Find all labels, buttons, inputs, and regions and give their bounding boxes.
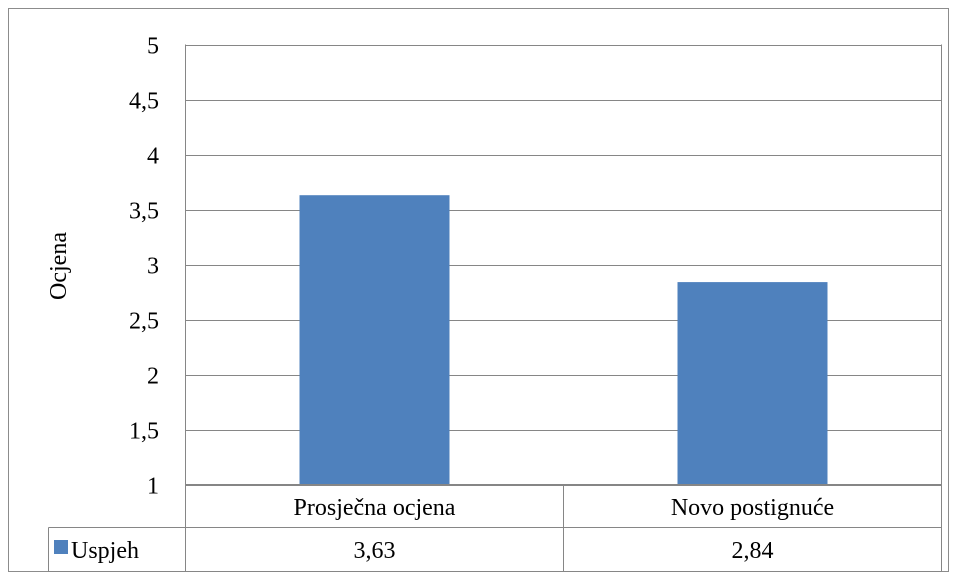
- bar: [299, 195, 450, 485]
- y-tick-label: 4: [147, 144, 159, 170]
- y-axis-ticks: 1 1,5 2 2,5 3 3,5 4 4,5 5: [129, 34, 159, 500]
- y-tick-label: 4,5: [129, 89, 159, 115]
- bar: [677, 282, 828, 485]
- y-tick-label: 2,5: [129, 309, 159, 335]
- legend-swatch: [54, 540, 68, 554]
- legend-label: Uspjeh: [71, 538, 139, 564]
- y-tick-label: 1: [147, 474, 159, 500]
- category-label: Prosječna ocjena: [294, 495, 456, 521]
- category-label: Novo postignuće: [671, 495, 834, 521]
- y-tick-label: 3,5: [129, 199, 159, 225]
- y-tick-label: 1,5: [129, 419, 159, 445]
- data-table: Prosječna ocjena Novo postignuće Uspjeh 3,6…: [48, 484, 942, 572]
- y-axis-label: Ocjena: [46, 232, 72, 300]
- y-tick-label: 5: [147, 34, 159, 60]
- y-tick-label: 2: [147, 364, 159, 390]
- y-tick-label: 3: [147, 254, 159, 280]
- data-label: 3,63: [354, 538, 396, 564]
- data-label: 2,84: [732, 538, 774, 564]
- bars: [299, 195, 828, 485]
